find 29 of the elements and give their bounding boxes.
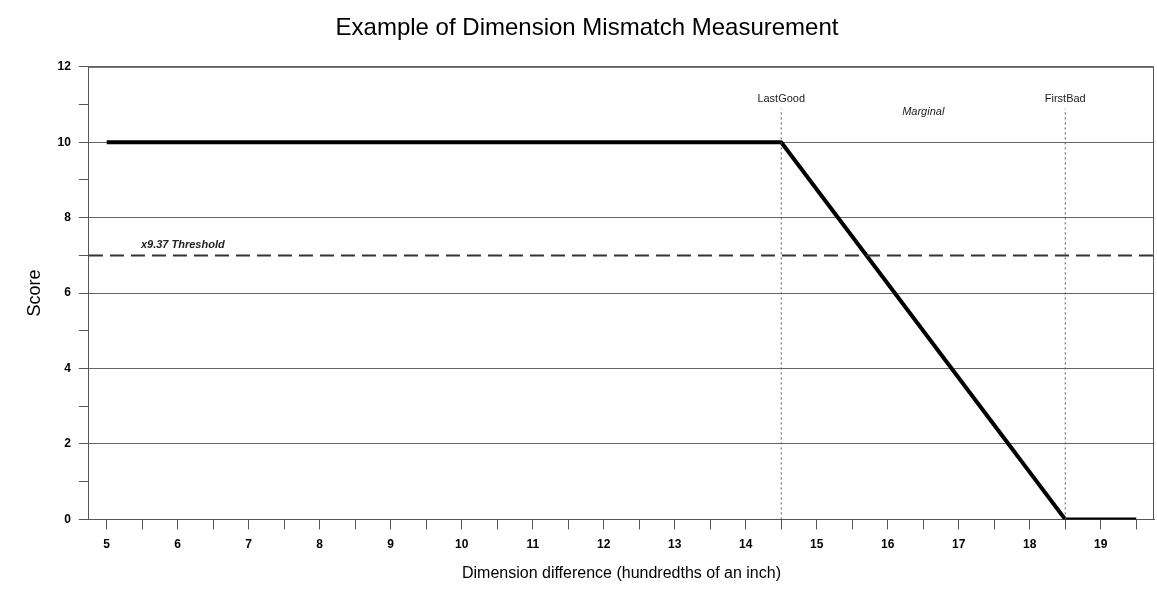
x-tick-label: 9 bbox=[387, 536, 395, 551]
ref-line-label: x9.37 Threshold bbox=[139, 237, 225, 250]
y-tick-label: 8 bbox=[64, 209, 72, 224]
x-tick-label: 11 bbox=[526, 536, 540, 551]
annotation: Marginal bbox=[902, 104, 945, 117]
x-tick-label: 10 bbox=[455, 536, 469, 551]
y-tick-label: 4 bbox=[64, 360, 72, 375]
x-tick-label: 6 bbox=[174, 536, 182, 551]
x-tick-label: 12 bbox=[597, 536, 611, 551]
y-tick-label: 10 bbox=[57, 134, 72, 149]
y-tick-label: 0 bbox=[64, 511, 72, 526]
x-tick-label: 16 bbox=[881, 536, 895, 551]
ref-line-label: FirstBad bbox=[1044, 92, 1086, 105]
x-tick-label: 13 bbox=[668, 536, 682, 551]
x-tick-label: 7 bbox=[245, 536, 253, 551]
x-tick-label: 17 bbox=[952, 536, 966, 551]
x-tick-label: 8 bbox=[316, 536, 324, 551]
ref-line-label: LastGood bbox=[757, 92, 806, 105]
x-tick-label: 14 bbox=[739, 536, 753, 551]
x-tick-label: 15 bbox=[810, 536, 824, 551]
x-tick-label: 5 bbox=[103, 536, 111, 551]
y-tick-label: 2 bbox=[64, 436, 72, 451]
y-axis-title: Score bbox=[23, 269, 44, 317]
x-tick-label: 19 bbox=[1094, 536, 1108, 551]
x-tick-label: 18 bbox=[1023, 536, 1037, 551]
chart-title: Example of Dimension Mismatch Measurement bbox=[335, 13, 839, 41]
x-axis-title: Dimension difference (hundredths of an inch) bbox=[461, 563, 781, 581]
y-tick-label: 12 bbox=[57, 59, 72, 74]
y-tick-label: 6 bbox=[64, 285, 72, 300]
